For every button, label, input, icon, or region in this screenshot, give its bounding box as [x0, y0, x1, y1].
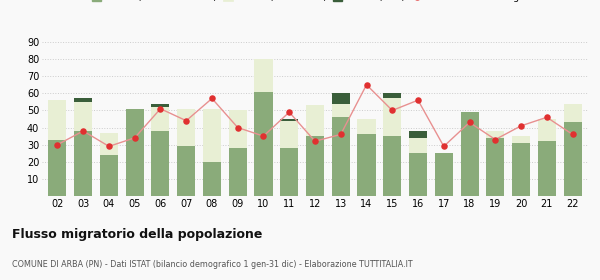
Bar	[461, 112, 479, 196]
Bar	[383, 99, 401, 136]
Bar	[203, 162, 221, 196]
Bar	[332, 93, 350, 104]
Point	[439, 144, 449, 149]
Point	[284, 110, 294, 115]
Point	[207, 96, 217, 101]
Point	[155, 106, 165, 111]
Bar	[151, 131, 169, 196]
Bar	[254, 59, 272, 92]
Bar	[229, 110, 247, 148]
Bar	[177, 109, 195, 146]
Bar	[74, 99, 92, 102]
Bar	[332, 104, 350, 117]
Point	[104, 144, 114, 149]
Bar	[229, 148, 247, 196]
Bar	[280, 121, 298, 148]
Bar	[512, 143, 530, 196]
Bar	[100, 155, 118, 196]
Point	[413, 98, 423, 102]
Bar	[203, 109, 221, 162]
Bar	[74, 102, 92, 131]
Bar	[177, 146, 195, 196]
Text: COMUNE DI ARBA (PN) - Dati ISTAT (bilancio demografico 1 gen-31 dic) - Elaborazi: COMUNE DI ARBA (PN) - Dati ISTAT (bilanc…	[12, 260, 413, 269]
Point	[362, 83, 371, 87]
Point	[310, 139, 320, 143]
Bar	[49, 100, 67, 139]
Point	[388, 108, 397, 113]
Text: Flusso migratorio della popolazione: Flusso migratorio della popolazione	[12, 228, 262, 241]
Bar	[409, 153, 427, 196]
Bar	[358, 119, 376, 134]
Point	[259, 134, 268, 138]
Bar	[306, 105, 324, 136]
Bar	[126, 109, 144, 196]
Point	[79, 129, 88, 133]
Bar	[383, 93, 401, 99]
Point	[233, 125, 242, 130]
Point	[181, 118, 191, 123]
Bar	[49, 139, 67, 196]
Bar	[486, 138, 504, 196]
Bar	[383, 136, 401, 196]
Bar	[280, 148, 298, 196]
Bar	[512, 136, 530, 143]
Bar	[280, 119, 298, 121]
Point	[542, 115, 551, 120]
Bar	[409, 131, 427, 138]
Bar	[254, 92, 272, 196]
Bar	[151, 107, 169, 131]
Bar	[538, 141, 556, 196]
Bar	[332, 117, 350, 196]
Bar	[306, 136, 324, 196]
Bar	[358, 134, 376, 196]
Point	[130, 136, 140, 140]
Bar	[74, 131, 92, 196]
Legend: Iscritti (da altri comuni), Iscritti (dall'estero), Iscritti (altri), Cancellati: Iscritti (da altri comuni), Iscritti (da…	[92, 0, 538, 2]
Bar	[538, 119, 556, 141]
Point	[53, 143, 62, 147]
Point	[490, 137, 500, 142]
Point	[568, 132, 577, 137]
Bar	[100, 133, 118, 155]
Bar	[151, 104, 169, 107]
Point	[465, 120, 475, 125]
Point	[516, 123, 526, 128]
Bar	[563, 104, 581, 122]
Bar	[435, 153, 453, 196]
Bar	[409, 138, 427, 153]
Bar	[486, 131, 504, 138]
Point	[336, 132, 346, 137]
Bar	[563, 122, 581, 196]
